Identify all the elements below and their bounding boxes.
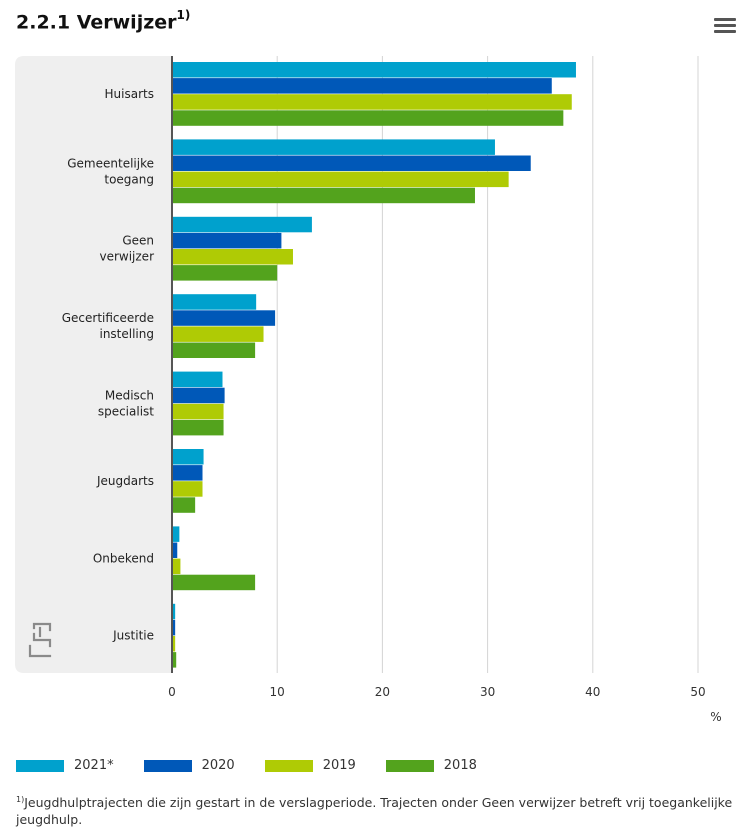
legend-item-2018[interactable]: 2018	[385, 758, 477, 773]
chart-legend: 2021* 2020 2019 2018	[16, 758, 507, 773]
bar-2020-2	[172, 155, 531, 171]
title-footnote-marker: 1)	[176, 8, 191, 22]
bar-2020-8	[172, 619, 176, 636]
footnote: 1)Jeugdhulptrajecten die zijn gestart in…	[16, 791, 738, 828]
bar-2021-7	[172, 526, 180, 542]
x-tick-label-30: 30	[480, 685, 495, 699]
category-label-3: Geen verwijzer	[99, 234, 154, 264]
legend-swatch	[385, 759, 434, 772]
bar-2021-4	[172, 294, 257, 310]
legend-label: 2018	[443, 758, 477, 773]
legend-swatch	[143, 759, 192, 772]
category-label-8: Justitie	[112, 629, 154, 643]
bar-2018-7	[172, 574, 256, 591]
footnote-marker: 1)	[16, 795, 25, 804]
category-label-1: Huisarts	[105, 87, 154, 101]
bar-2018-4	[172, 342, 256, 358]
bar-2018-6	[172, 497, 196, 513]
chart-title: 2.2.1 Verwijzer1)	[16, 8, 191, 34]
x-tick-label-0: 0	[168, 685, 176, 699]
bar-2021-1	[172, 62, 576, 78]
bar-2018-1	[172, 110, 564, 126]
chart-title-text: 2.2.1 Verwijzer	[16, 11, 177, 34]
bar-2019-7	[172, 558, 181, 575]
bar-2020-3	[172, 232, 282, 249]
x-axis-label: %	[710, 710, 721, 724]
hamburger-menu-icon[interactable]	[714, 18, 736, 36]
legend-item-2020[interactable]: 2020	[143, 758, 235, 773]
category-label-7: Onbekend	[93, 551, 154, 565]
category-label-2: Gemeentelijke toegang	[67, 156, 154, 186]
bar-2021-6	[172, 449, 204, 465]
bar-2020-5	[172, 387, 225, 404]
x-tick-label-40: 40	[585, 685, 600, 699]
bar-2020-6	[172, 465, 203, 481]
bar-chart: Huisarts Gemeentelijke toegang Geen verwijze…	[15, 56, 722, 724]
category-label-6: Jeugdarts	[96, 474, 154, 488]
x-tick-label-20: 20	[375, 685, 390, 699]
bar-2019-3	[172, 249, 293, 265]
legend-label: 2020	[201, 758, 235, 773]
bar-2021-5	[172, 371, 223, 388]
bar-2018-8	[172, 652, 177, 668]
bar-2021-2	[172, 139, 495, 155]
bar-2021-3	[172, 216, 312, 233]
legend-item-2021[interactable]: 2021*	[16, 758, 114, 773]
bar-2020-1	[172, 78, 552, 94]
legend-label: 2021*	[74, 758, 114, 773]
footnote-text: Jeugdhulptrajecten die zijn gestart in d…	[16, 795, 733, 828]
bar-2019-8	[172, 636, 176, 652]
category-label-panel	[15, 56, 172, 673]
bar-2018-3	[172, 265, 278, 281]
bar-2019-4	[172, 326, 264, 342]
x-tick-label-50: 50	[690, 685, 705, 699]
legend-item-2019[interactable]: 2019	[264, 758, 356, 773]
bar-2019-2	[172, 171, 509, 188]
x-tick-label-10: 10	[270, 685, 285, 699]
category-label-4: Gecertificeerde instelling	[62, 311, 154, 341]
bar-2021-8	[172, 603, 176, 620]
legend-swatch	[16, 759, 64, 772]
bar-2018-2	[172, 187, 475, 204]
bar-2019-1	[172, 94, 572, 110]
legend-label: 2019	[322, 758, 356, 773]
bar-2020-4	[172, 310, 276, 326]
bar-2019-5	[172, 403, 224, 420]
bar-2018-5	[172, 419, 224, 436]
bar-2019-6	[172, 481, 203, 497]
category-label-5: Medisch specialist	[98, 389, 154, 419]
bar-2020-7	[172, 542, 178, 558]
legend-swatch	[264, 759, 313, 772]
cbs-logo-icon	[28, 622, 52, 658]
